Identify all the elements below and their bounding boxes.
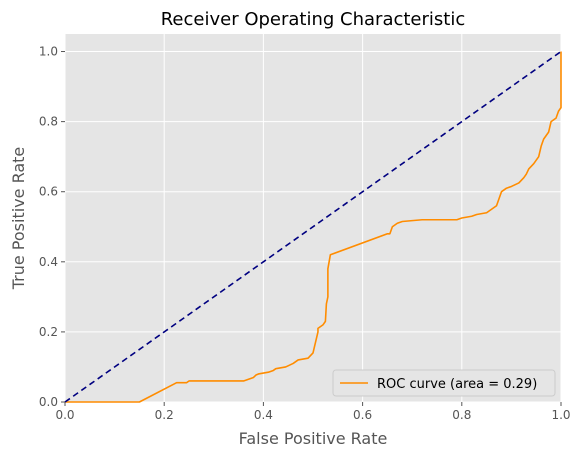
y-axis-label: True Positive Rate (9, 147, 28, 291)
series-layer (64, 50, 562, 403)
x-tick-label: 0.2 (155, 408, 174, 422)
x-tick-label: 0.8 (452, 408, 471, 422)
legend-box (332, 369, 556, 397)
y-tick-label: 0.4 (39, 255, 58, 269)
y-tick-label: 0.6 (39, 185, 58, 199)
x-tick-label: 0.4 (254, 408, 273, 422)
y-axis-ticks: 0.0 0.2 0.4 0.6 0.8 1.0 (39, 45, 65, 409)
legend: ROC curve (area = 0.29) (332, 369, 556, 397)
chart-title: Receiver Operating Characteristic (161, 9, 466, 30)
x-tick-label: 1.0 (551, 408, 570, 422)
y-tick-label: 1.0 (39, 45, 58, 59)
y-tick-label: 0.0 (39, 395, 58, 409)
x-axis-ticks: 0.0 0.2 0.4 0.6 0.8 1.0 (55, 402, 571, 422)
plot-background (65, 34, 561, 402)
y-tick-label: 0.2 (39, 325, 58, 339)
legend-label: ROC curve (area = 0.29) (377, 377, 537, 392)
x-tick-label: 0.0 (55, 408, 74, 422)
x-tick-label: 0.6 (353, 408, 372, 422)
diagonal-reference-line (64, 50, 562, 403)
roc-curve-line (65, 51, 562, 403)
y-tick-label: 0.8 (39, 115, 58, 129)
x-axis-label: False Positive Rate (239, 429, 388, 448)
